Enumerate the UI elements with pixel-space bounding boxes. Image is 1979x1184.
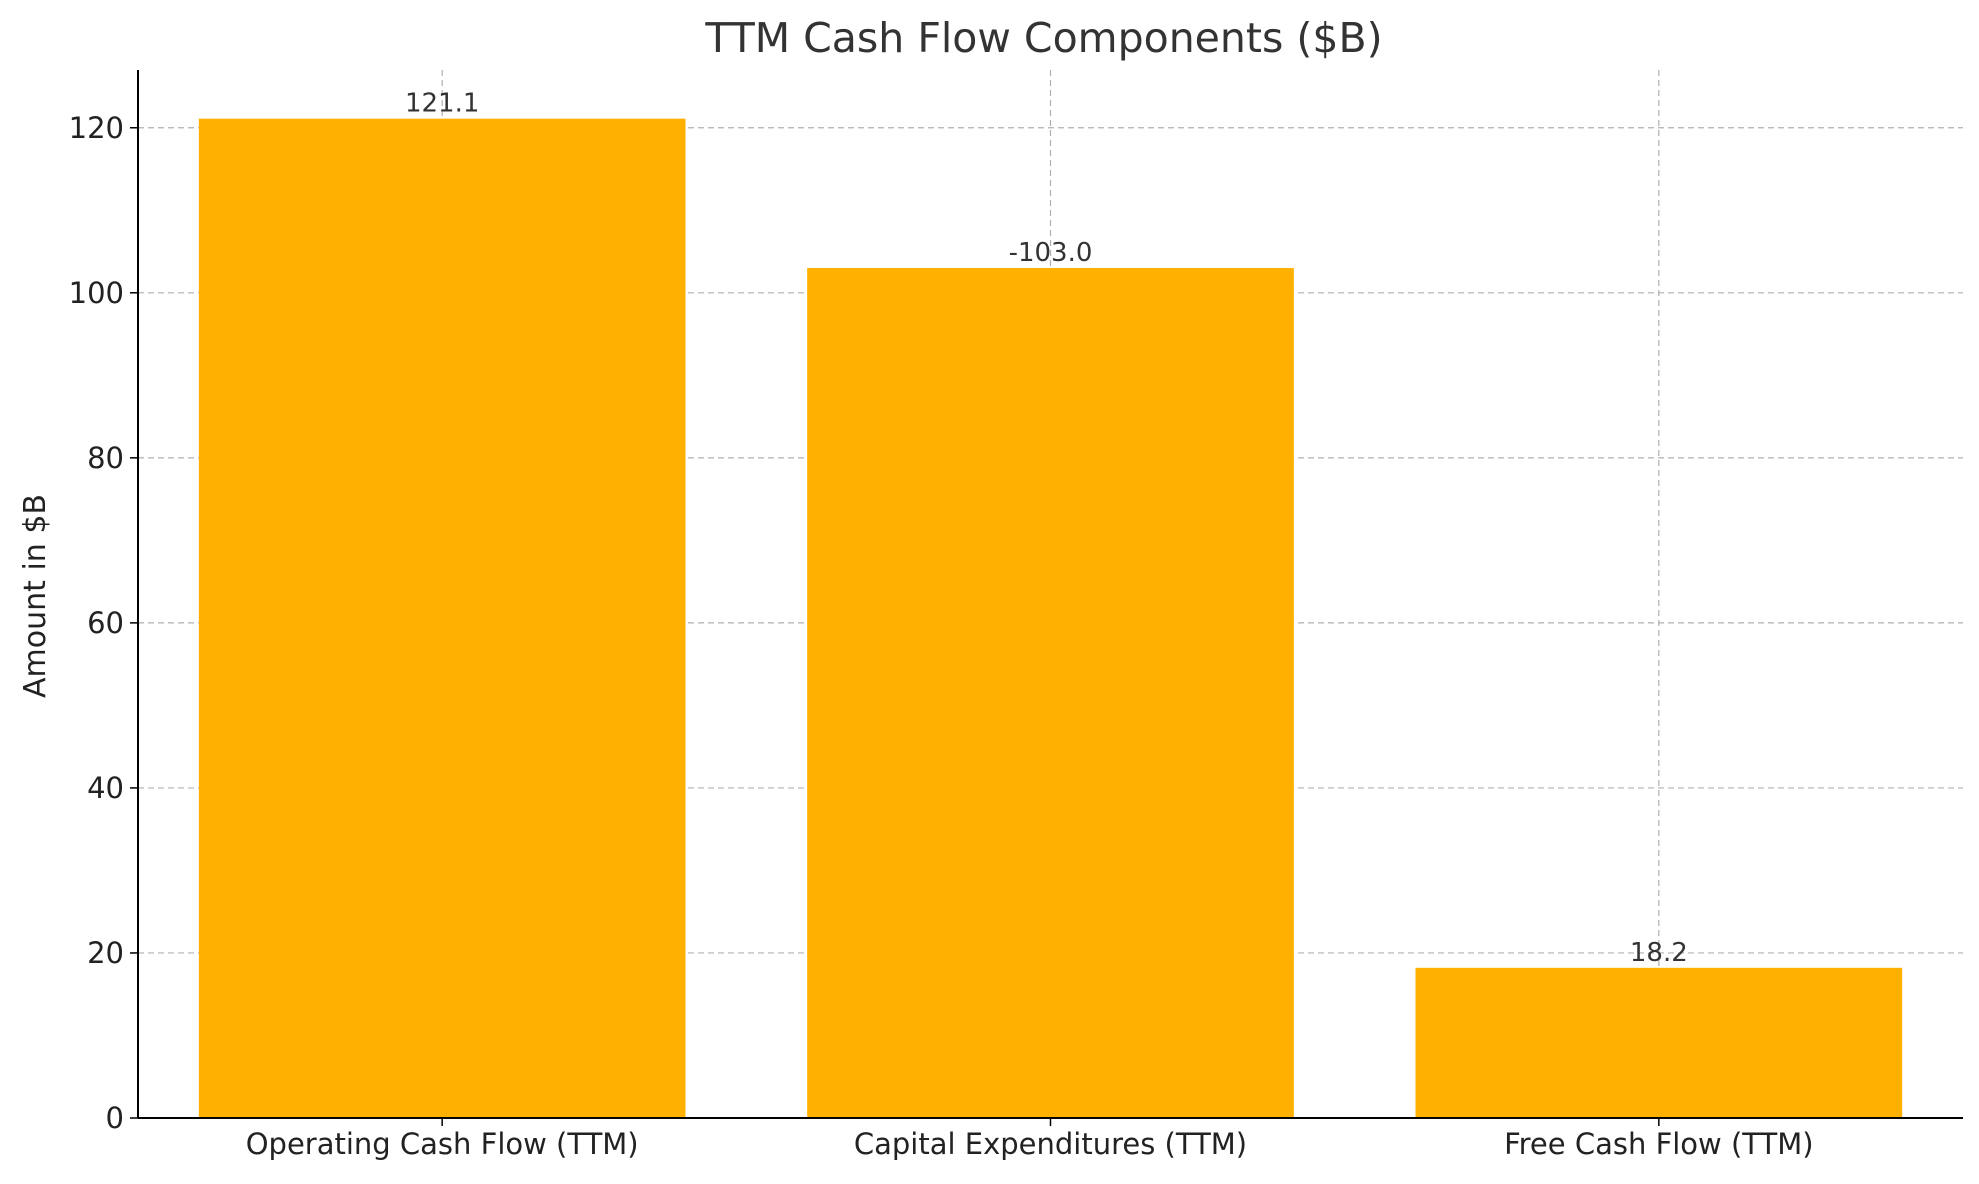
data-label: 121.1 xyxy=(405,89,479,119)
x-tick-label: Operating Cash Flow (TTM) xyxy=(246,1127,639,1161)
y-tick-label: 80 xyxy=(87,441,124,475)
y-tick-label: 40 xyxy=(87,771,124,805)
bar xyxy=(198,118,686,1118)
bar xyxy=(1415,967,1903,1118)
bars xyxy=(198,118,1903,1118)
bar xyxy=(807,268,1294,1118)
y-tick-label: 0 xyxy=(106,1101,124,1135)
data-label: 18.2 xyxy=(1630,938,1688,968)
x-tick-label: Capital Expenditures (TTM) xyxy=(854,1127,1247,1161)
y-tick-label: 60 xyxy=(87,606,124,640)
y-tick-label: 100 xyxy=(69,276,124,310)
data-label: -103.0 xyxy=(1009,238,1093,268)
y-tick-label: 20 xyxy=(87,936,124,970)
axes: 0 20 40 60 80 100 120 Operating Cash Flow (TTM)… xyxy=(69,70,1963,1161)
y-tick-label: 120 xyxy=(69,111,124,145)
data-labels: 121.1 -103.0 18.2 xyxy=(405,89,1688,968)
x-tick-label: Free Cash Flow (TTM) xyxy=(1504,1127,1813,1161)
y-axis-label: Amount in $B xyxy=(18,494,53,698)
chart-title: TTM Cash Flow Components ($B) xyxy=(704,14,1382,62)
